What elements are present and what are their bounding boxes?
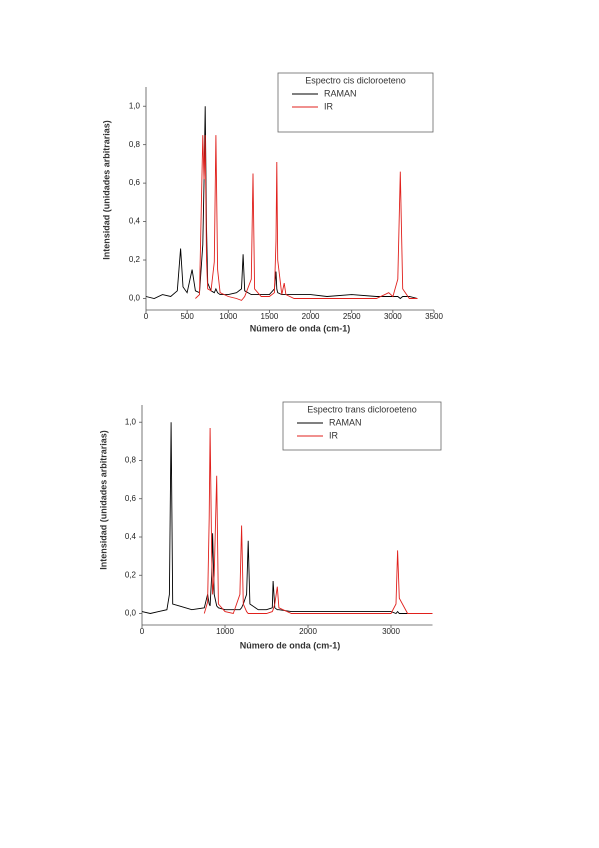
x-tick-label: 1000	[216, 627, 234, 636]
spectrum-line	[145, 106, 418, 300]
y-tick-label: 0,6	[125, 494, 137, 503]
y-tick-label: 1,0	[125, 417, 137, 426]
y-tick-label: 0,4	[129, 217, 141, 226]
x-tick-label: 2000	[302, 312, 320, 321]
legend-box	[277, 72, 434, 133]
legend-box	[282, 401, 442, 451]
legend-label: RAMAN	[324, 88, 357, 98]
x-axis-label: Número de onda (cm-1)	[240, 640, 341, 650]
legend-title: Espectro trans dicloroeteno	[307, 404, 417, 414]
spectrum-line	[203, 427, 433, 615]
legend-label: RAMAN	[329, 417, 362, 427]
spectrum-line	[195, 135, 418, 301]
y-tick-label: 0,2	[125, 570, 137, 579]
y-tick-label: 0,2	[129, 255, 141, 264]
y-axis-label: Intensidad (unidades arbitrarias)	[101, 120, 111, 260]
x-tick-label: 0	[140, 627, 145, 636]
spectrum-line	[141, 422, 416, 615]
y-tick-label: 0,8	[129, 140, 141, 149]
x-tick-label: 500	[180, 312, 194, 321]
y-axis-label: Intensidad (unidades arbitrarias)	[98, 430, 108, 570]
x-tick-label: 3000	[384, 312, 402, 321]
x-tick-label: 1500	[261, 312, 279, 321]
x-tick-label: 1000	[219, 312, 237, 321]
x-tick-label: 2500	[343, 312, 361, 321]
x-tick-label: 2000	[299, 627, 317, 636]
y-tick-label: 0,0	[125, 609, 137, 618]
y-tick-label: 0,4	[125, 532, 137, 541]
y-tick-label: 0,0	[129, 294, 141, 303]
y-tick-label: 0,8	[125, 456, 137, 465]
x-tick-label: 3000	[382, 627, 400, 636]
legend-label: IR	[329, 430, 339, 440]
legend-title: Espectro cis dicloroeteno	[305, 75, 406, 85]
y-tick-label: 1,0	[129, 101, 141, 110]
x-tick-label: 0	[144, 312, 149, 321]
x-axis-label: Número de onda (cm-1)	[250, 323, 351, 333]
y-tick-label: 0,6	[129, 178, 141, 187]
legend-label: IR	[324, 101, 334, 111]
x-tick-label: 3500	[425, 312, 443, 321]
